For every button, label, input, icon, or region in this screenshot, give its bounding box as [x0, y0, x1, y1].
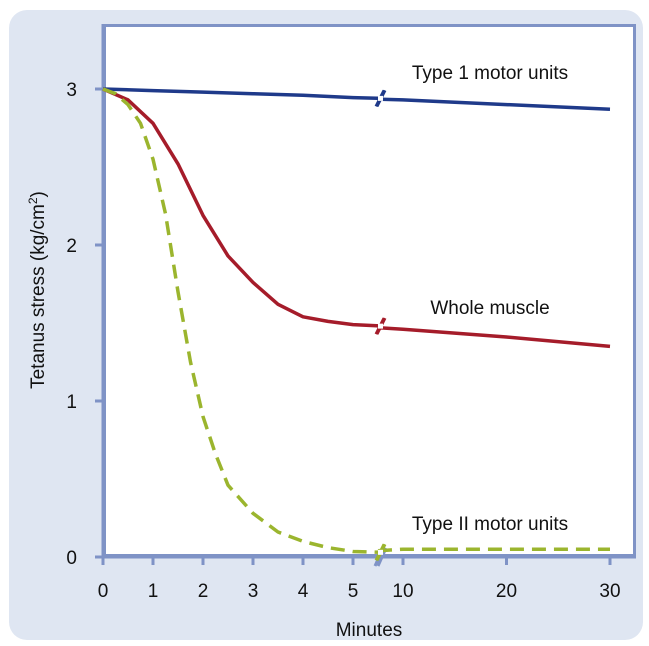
series-line — [377, 325, 611, 349]
y-axis-title-main: Tetanus stress (kg/cm — [28, 204, 49, 389]
x-tick-label: 0 — [98, 581, 109, 602]
x-tick-label: 30 — [599, 581, 620, 602]
y-tick-label: 1 — [66, 392, 77, 413]
y-tick-label: 0 — [66, 548, 77, 569]
series-line — [102, 87, 384, 555]
x-tick-label: 10 — [392, 581, 413, 602]
x-tick-label: 5 — [348, 581, 359, 602]
x-tick-label: 2 — [198, 581, 209, 602]
series-line — [377, 547, 610, 553]
y-axis-title: Tetanus stress (kg/cm2) — [26, 191, 49, 389]
y-tick-label: 2 — [66, 236, 77, 257]
x-tick-label: 3 — [248, 581, 259, 602]
series-label: Type II motor units — [412, 514, 568, 535]
series-line — [377, 97, 611, 112]
x-tick-label: 1 — [148, 581, 159, 602]
series-line — [102, 87, 384, 101]
series-label: Whole muscle — [430, 298, 549, 319]
plot-area — [103, 24, 636, 557]
series-group — [102, 87, 611, 561]
series-label: Type 1 motor units — [412, 63, 568, 84]
x-axis-title: Minutes — [336, 620, 403, 641]
x-tick-label: 4 — [298, 581, 309, 602]
series-line — [102, 87, 384, 328]
y-axis-title-superscript: 2 — [26, 197, 40, 204]
x-tick-label: 20 — [496, 581, 517, 602]
y-axis-title-close: ) — [28, 191, 49, 197]
y-tick-label: 3 — [66, 80, 77, 101]
